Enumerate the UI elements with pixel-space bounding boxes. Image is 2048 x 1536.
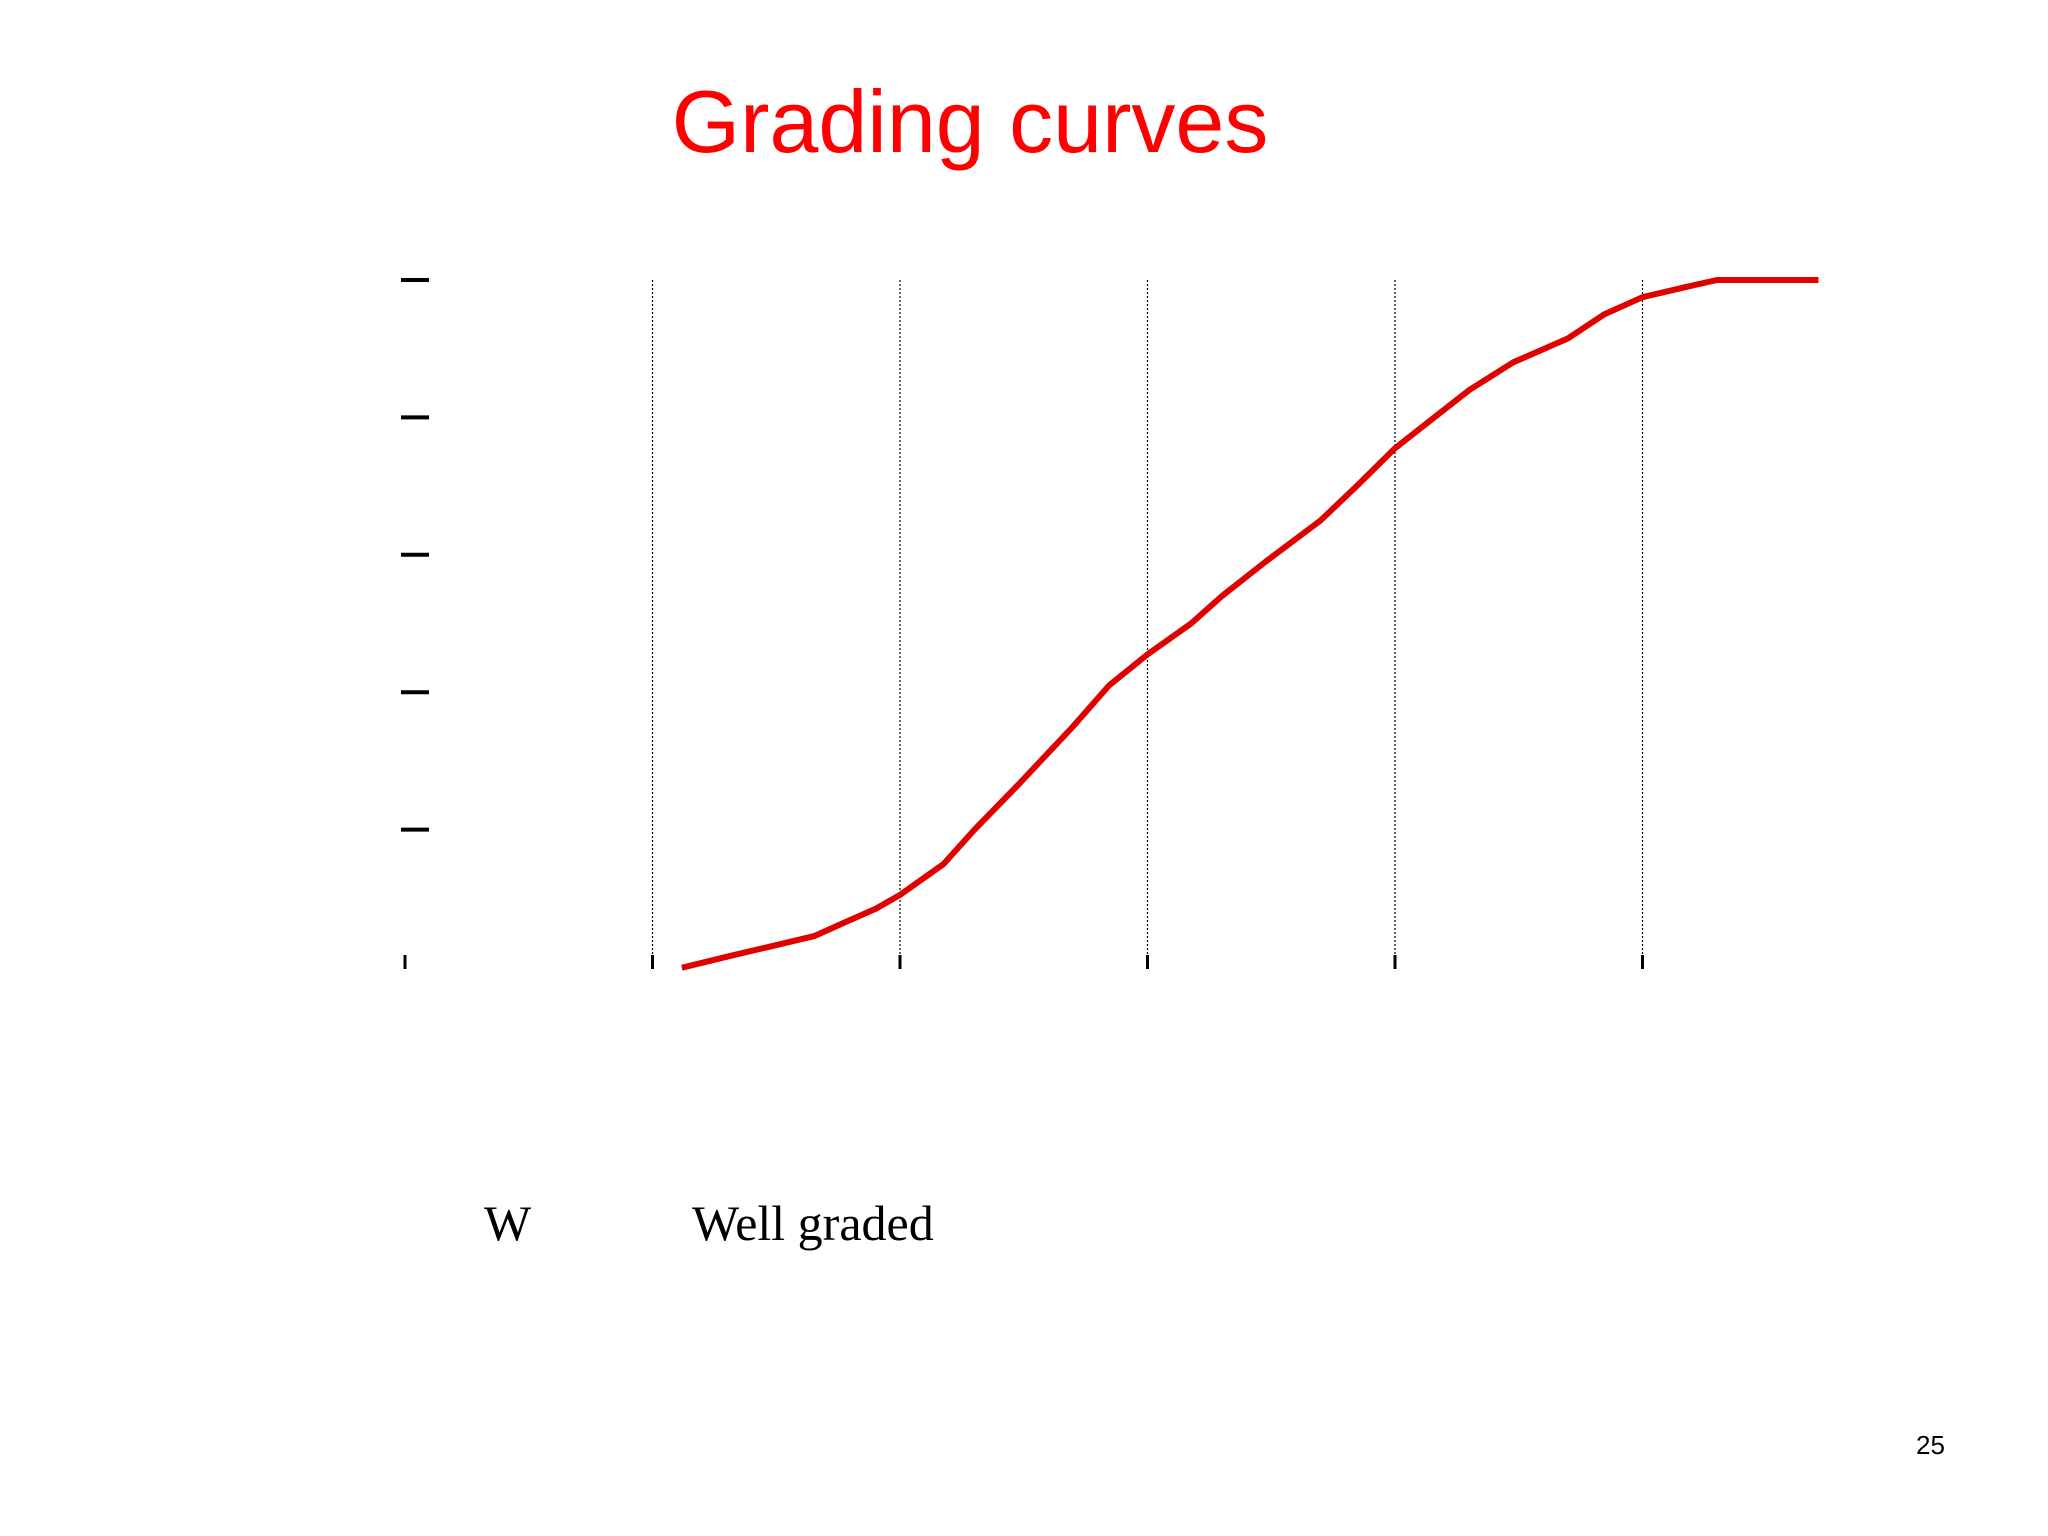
legend-symbol: W — [484, 1195, 532, 1251]
page-number: 25 — [1916, 1430, 1945, 1460]
x-axis-ticks — [403, 955, 1644, 969]
y-axis-ticks — [401, 278, 429, 832]
grading-curve — [681, 277, 1819, 971]
grid-lines — [651, 280, 1644, 967]
slide-title: Grading curves — [671, 72, 1269, 171]
legend-label: Well graded — [692, 1195, 934, 1251]
curve-layer — [681, 277, 1819, 971]
